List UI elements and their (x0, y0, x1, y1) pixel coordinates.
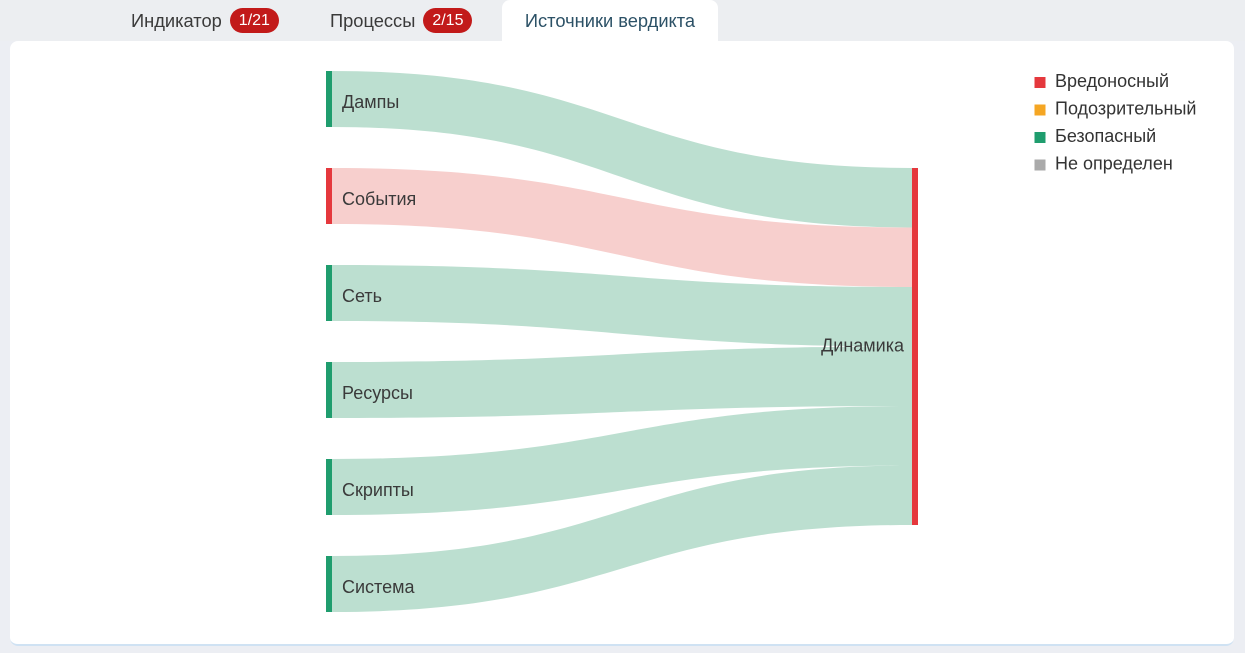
svg-text:Вредоносный: Вредоносный (1055, 71, 1169, 91)
svg-text:Динамика: Динамика (821, 336, 905, 356)
svg-text:Подозрительный: Подозрительный (1055, 99, 1196, 119)
svg-text:Сеть: Сеть (342, 286, 382, 306)
svg-text:Ресурсы: Ресурсы (342, 383, 413, 403)
svg-text:Система: Система (342, 577, 415, 597)
svg-text:События: События (342, 189, 416, 209)
svg-text:Дампы: Дампы (342, 92, 399, 112)
svg-text:Не определен: Не определен (1055, 154, 1173, 174)
svg-text:Безопасный: Безопасный (1055, 126, 1156, 146)
svg-text:Скрипты: Скрипты (342, 480, 414, 500)
